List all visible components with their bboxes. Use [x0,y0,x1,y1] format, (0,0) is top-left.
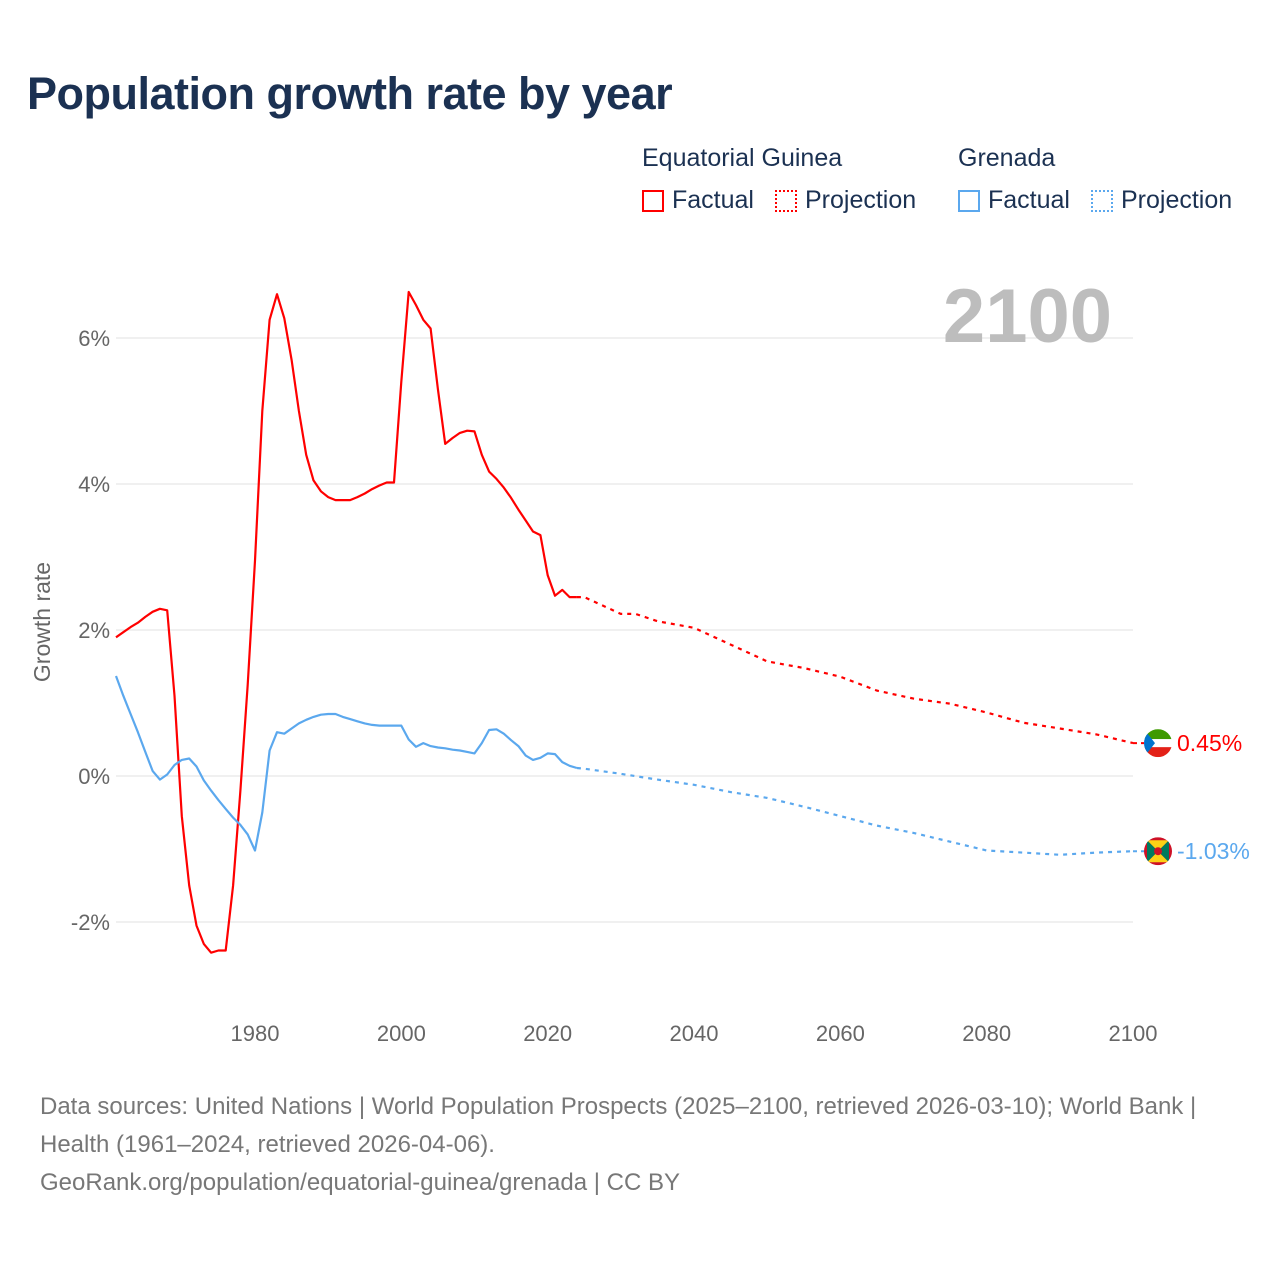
y-tick-label: -2% [71,910,110,935]
dotted-swatch-icon [775,189,797,212]
x-tick-label: 2100 [1109,1021,1158,1046]
solid-swatch-icon [958,189,980,212]
flag-equatorial-guinea-icon [1144,729,1172,758]
projection-line-equatorial-guinea [576,595,1134,745]
legend-item-factual[interactable]: Factual [958,186,1070,215]
solid-swatch-icon [642,189,664,212]
legend-item-projection[interactable]: Projection [775,186,916,215]
y-tick-label: 6% [78,326,110,351]
dotted-swatch-icon [1091,189,1113,212]
x-tick-label: 2060 [816,1021,865,1046]
factual-line-grenada [114,675,578,852]
y-tick-label: 0% [78,764,110,789]
x-tick-label: 2080 [962,1021,1011,1046]
factual-line-equatorial-guinea [115,290,577,954]
x-tick-label: 1980 [231,1021,280,1046]
footer: Data sources: United Nations | World Pop… [40,1088,1240,1202]
x-tick-label: 2040 [670,1021,719,1046]
x-tick-label: 2000 [377,1021,426,1046]
legend-label: Projection [1121,186,1233,214]
data-sources: Data sources: United Nations | World Pop… [40,1093,1197,1158]
legend-label: Factual [672,186,754,214]
end-value-label: -1.03% [1177,838,1250,864]
source-link[interactable]: GeoRank.org/population/equatorial-guinea… [40,1169,680,1196]
year-overlay: 2100 [943,274,1112,359]
legend-label: Factual [988,186,1070,214]
y-tick-label: 4% [78,472,110,497]
legend-label: Projection [805,186,917,214]
x-tick-label: 2020 [523,1021,572,1046]
y-axis-title: Growth rate [29,562,55,682]
end-value-label: 0.45% [1177,730,1242,756]
legend-item-projection[interactable]: Projection [1091,186,1232,215]
y-tick-label: 2% [78,618,110,643]
chart-title: Population growth rate by year [27,68,673,119]
legend-item-factual[interactable]: Factual [642,186,754,215]
legend-group-title: Equatorial Guinea [642,144,843,172]
projection-line-grenada [576,766,1134,856]
legend-group-title: Grenada [958,144,1056,172]
flag-grenada-icon [1144,837,1172,866]
